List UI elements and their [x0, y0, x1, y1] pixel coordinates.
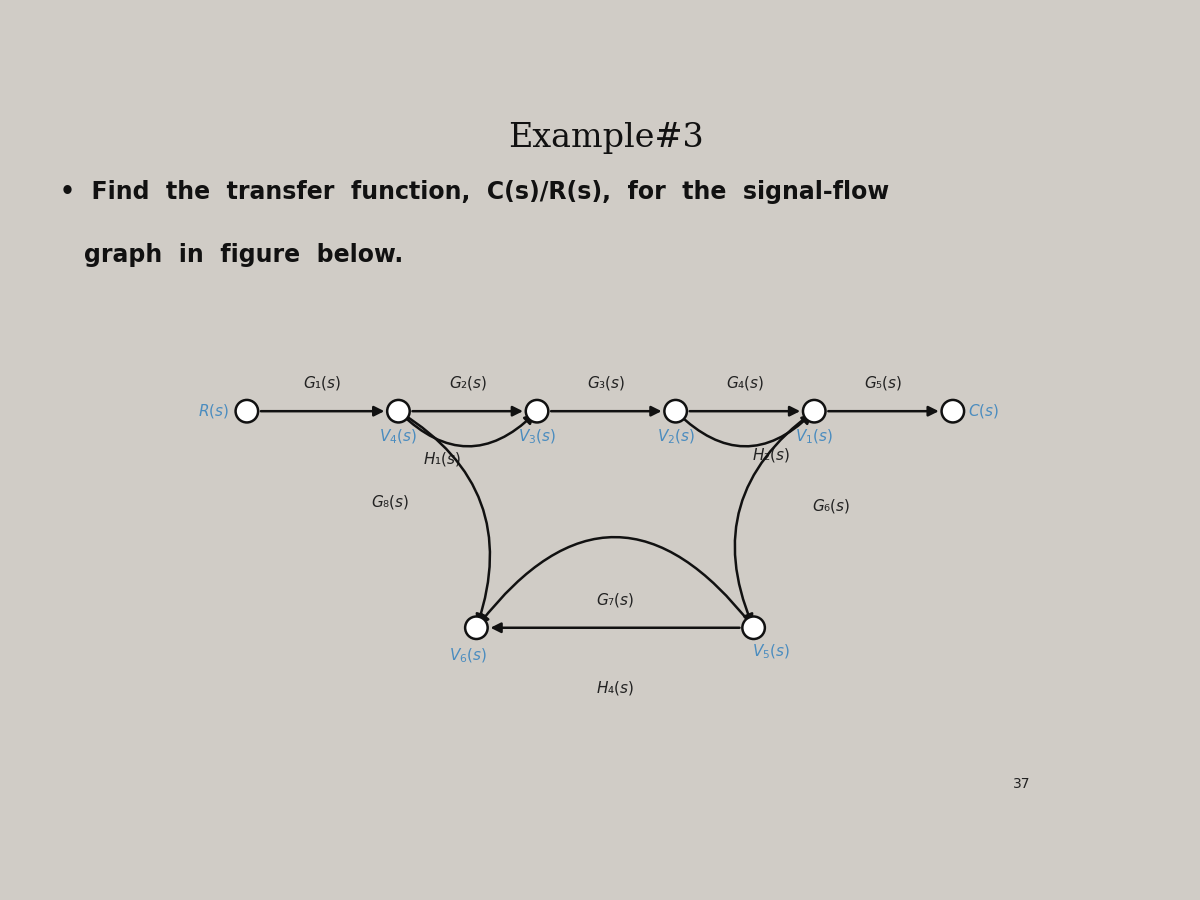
Text: $V_1(s)$: $V_1(s)$ [796, 428, 833, 446]
Text: $G₁(s)$: $G₁(s)$ [304, 374, 342, 392]
Circle shape [803, 400, 826, 422]
Text: graph  in  figure  below.: graph in figure below. [84, 243, 403, 267]
Circle shape [526, 400, 548, 422]
Circle shape [942, 400, 964, 422]
FancyArrowPatch shape [734, 413, 812, 623]
Text: $V_4(s)$: $V_4(s)$ [379, 428, 418, 446]
FancyArrowPatch shape [678, 413, 810, 446]
Text: $V_2(s)$: $V_2(s)$ [656, 428, 695, 446]
Text: $C(s)$: $C(s)$ [967, 402, 998, 420]
Text: $H₄(s)$: $H₄(s)$ [596, 680, 634, 698]
FancyArrowPatch shape [401, 412, 490, 623]
Text: $G₃(s)$: $G₃(s)$ [587, 374, 625, 392]
FancyArrowPatch shape [480, 537, 752, 625]
Circle shape [466, 616, 487, 639]
Circle shape [743, 616, 764, 639]
Text: $G₅(s)$: $G₅(s)$ [864, 374, 902, 392]
Text: $H₁(s)$: $H₁(s)$ [422, 450, 461, 468]
Text: •  Find  the  transfer  function,  C(s)/R(s),  for  the  signal-flow: • Find the transfer function, C(s)/R(s),… [60, 180, 889, 204]
Text: $G₈(s)$: $G₈(s)$ [371, 493, 409, 511]
Text: 37: 37 [1013, 777, 1031, 790]
Text: $V_3(s)$: $V_3(s)$ [518, 428, 556, 446]
FancyArrowPatch shape [401, 413, 533, 446]
Text: $V_6(s)$: $V_6(s)$ [449, 646, 487, 665]
Text: $G₆(s)$: $G₆(s)$ [812, 498, 851, 516]
Text: $G₄(s)$: $G₄(s)$ [726, 374, 764, 392]
Circle shape [235, 400, 258, 422]
Text: Example#3: Example#3 [509, 122, 704, 154]
Text: $G₂(s)$: $G₂(s)$ [449, 374, 487, 392]
Text: $R(s)$: $R(s)$ [198, 402, 229, 420]
Circle shape [665, 400, 686, 422]
Text: $V_5(s)$: $V_5(s)$ [752, 643, 790, 662]
Circle shape [388, 400, 409, 422]
Text: $H₂(s)$: $H₂(s)$ [752, 446, 790, 464]
Text: $G₇(s)$: $G₇(s)$ [595, 591, 635, 609]
